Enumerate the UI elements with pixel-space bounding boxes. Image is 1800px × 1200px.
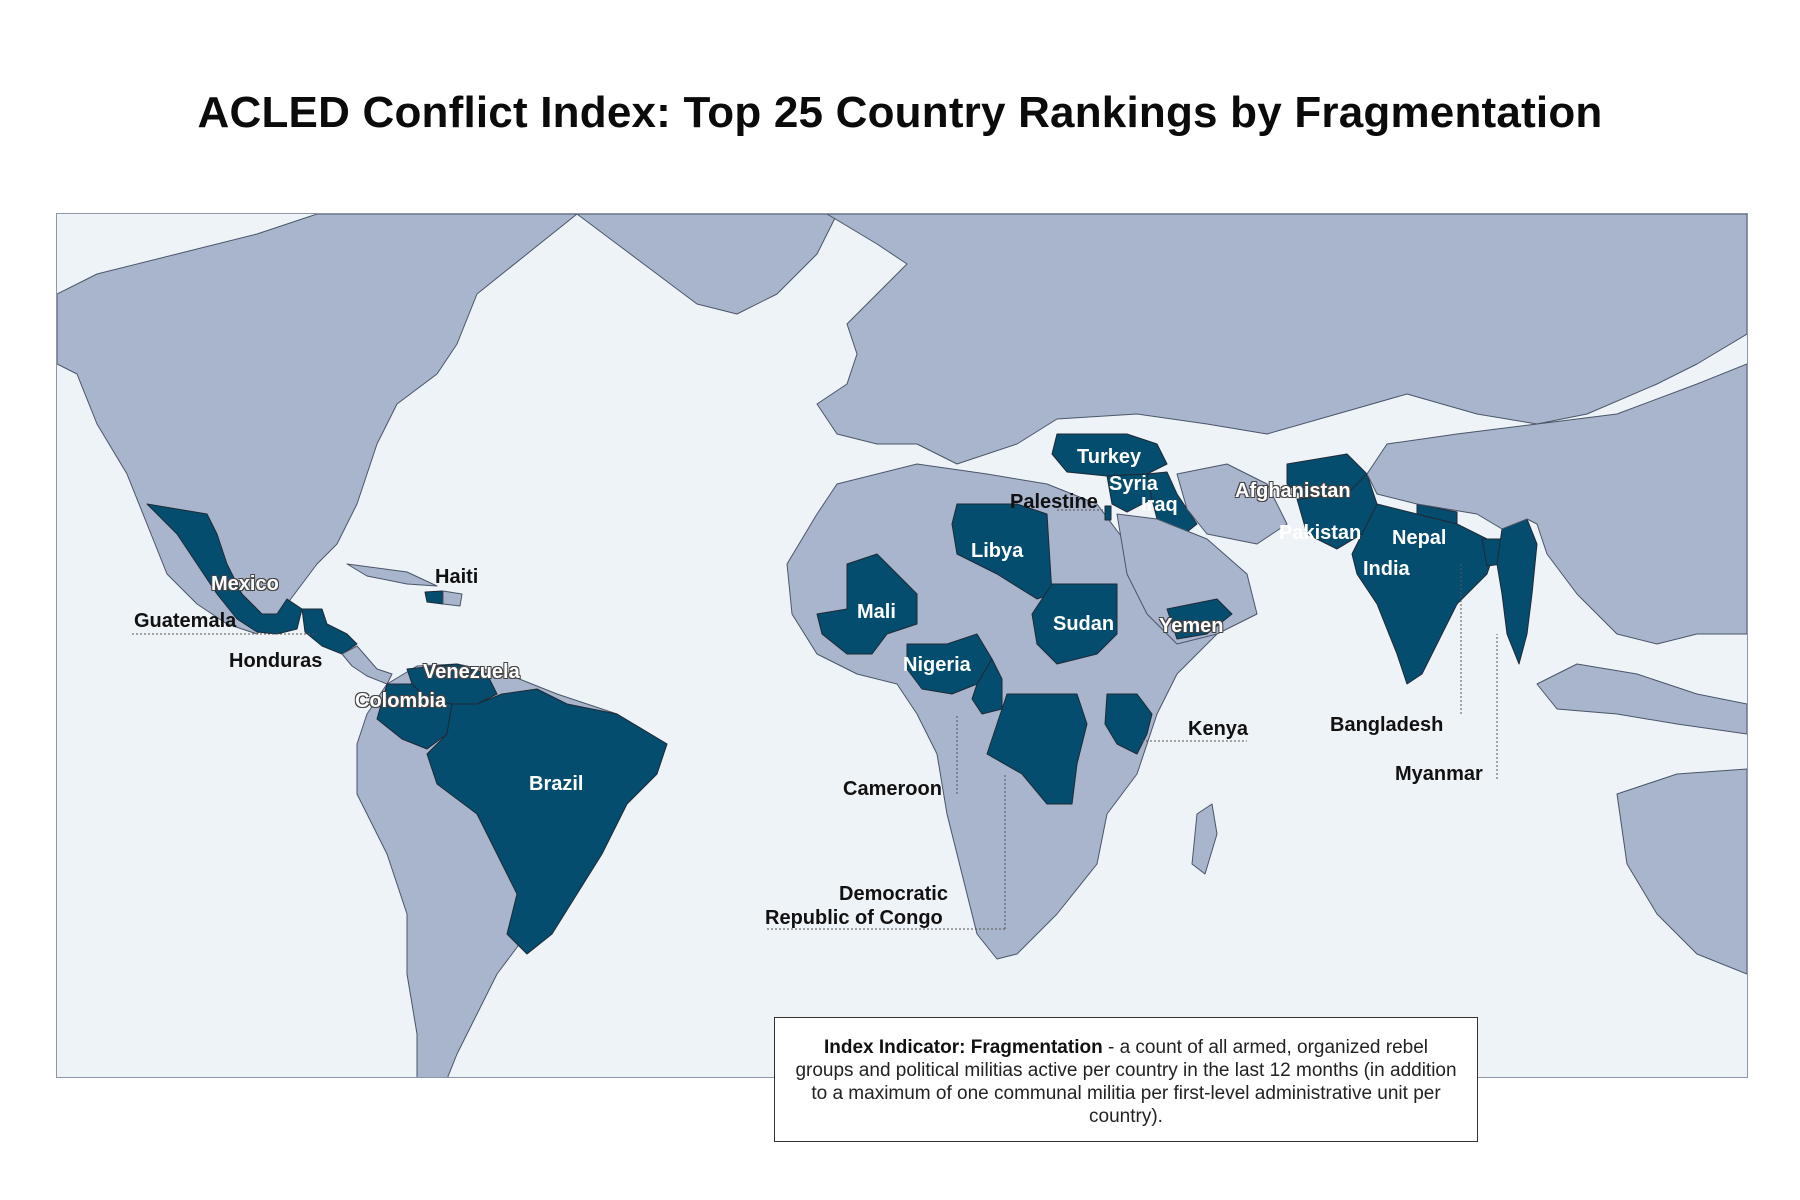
label-honduras: Honduras: [229, 650, 323, 672]
haiti-shape: [424, 590, 444, 605]
label-sudan: Sudan: [1053, 613, 1115, 635]
north-america-landmass: [57, 214, 578, 635]
note-text: - a count of all armed, organized rebel …: [795, 1037, 1457, 1127]
label-nigeria: Nigeria: [903, 654, 971, 676]
southeast-asia-islands: [1536, 663, 1747, 735]
world-map: Mexico Guatemala Honduras Haiti Venezuel…: [56, 213, 1748, 1078]
label-venezuela: Venezuela: [423, 661, 520, 683]
label-cameroon: Cameroon: [843, 778, 942, 800]
iran-shape: [1176, 463, 1288, 545]
palestine-shape: [1104, 505, 1112, 521]
libya-shape: [951, 503, 1053, 600]
label-drc-line2: Republic of Congo: [765, 907, 943, 929]
central-america-shape: [301, 608, 358, 655]
label-haiti: Haiti: [435, 566, 479, 588]
label-drc-line1: Democratic: [839, 883, 948, 905]
label-pakistan: Pakistan: [1279, 522, 1362, 544]
indicator-note-box: Index Indicator: Fragmentation - a count…: [774, 1017, 1478, 1142]
label-myanmar: Myanmar: [1395, 763, 1483, 785]
label-afghanistan: Afghanistan: [1235, 480, 1351, 502]
greenland-landmass: [576, 214, 838, 315]
label-india: India: [1363, 558, 1410, 580]
drc-shape: [986, 693, 1088, 805]
nepal-shape: [1416, 503, 1458, 525]
cuba-island: [346, 563, 438, 587]
kenya-shape: [1104, 693, 1153, 755]
label-bangladesh: Bangladesh: [1330, 714, 1444, 736]
label-colombia: Colombia: [355, 690, 447, 712]
map-canvas: [57, 214, 1747, 1077]
myanmar-shape: [1496, 518, 1538, 665]
label-kenya: Kenya: [1188, 718, 1249, 740]
label-palestine: Palestine: [1010, 491, 1098, 513]
central-america-south: [341, 645, 393, 685]
label-turkey: Turkey: [1077, 446, 1142, 468]
yemen-shape: [1166, 598, 1233, 640]
label-mali: Mali: [857, 601, 896, 623]
madagascar-island: [1191, 803, 1218, 875]
syria-shape: [1106, 473, 1153, 513]
note-heading: Index Indicator: Fragmentation: [824, 1037, 1103, 1058]
label-brazil: Brazil: [529, 773, 584, 795]
label-nepal: Nepal: [1392, 527, 1447, 549]
label-mexico: Mexico: [211, 573, 279, 595]
label-guatemala: Guatemala: [134, 610, 237, 632]
label-iraq: Iraq: [1141, 494, 1178, 516]
east-asia-landmass: [1366, 363, 1747, 645]
label-syria: Syria: [1109, 473, 1158, 495]
label-yemen: Yemen: [1159, 615, 1224, 637]
brazil-shape: [426, 688, 668, 955]
dominican-republic-shape: [442, 590, 463, 607]
europe-landmass: [816, 214, 1747, 465]
sudan-shape: [1031, 583, 1118, 665]
map-title: ACLED Conflict Index: Top 25 Country Ran…: [197, 88, 1603, 137]
mali-shape: [816, 553, 918, 655]
australia-landmass: [1616, 768, 1747, 975]
label-libya: Libya: [971, 540, 1024, 562]
